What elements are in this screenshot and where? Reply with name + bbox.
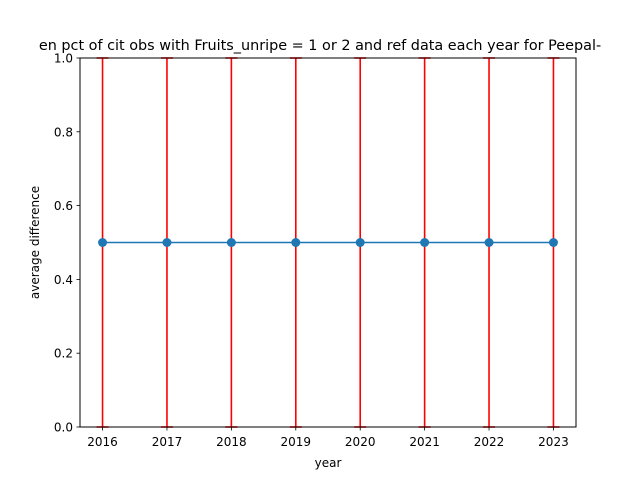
series bbox=[98, 238, 558, 247]
y-tick-label: 0.0 bbox=[54, 421, 73, 435]
y-tick-label: 0.4 bbox=[54, 273, 73, 287]
chart-title: en pct of cit obs with Fruits_unripe = 1… bbox=[39, 38, 601, 54]
x-tick-label: 2021 bbox=[409, 435, 440, 449]
data-point bbox=[162, 238, 172, 247]
data-point bbox=[420, 238, 430, 247]
y-axis: 0.0 0.2 0.4 0.6 0.8 1.0 bbox=[54, 52, 80, 435]
x-tick-label: 2017 bbox=[152, 435, 183, 449]
x-tick-label: 2023 bbox=[538, 435, 569, 449]
data-point bbox=[291, 238, 301, 247]
data-point bbox=[355, 238, 365, 247]
y-tick-label: 0.8 bbox=[54, 125, 73, 139]
y-tick-label: 1.0 bbox=[54, 52, 73, 66]
y-tick-label: 0.6 bbox=[54, 199, 73, 213]
data-point bbox=[548, 238, 558, 247]
axes-frame bbox=[79, 57, 577, 428]
data-point bbox=[98, 238, 108, 247]
x-axis: 2016 2017 2018 2019 2020 2021 2022 2023 bbox=[87, 427, 569, 449]
data-point bbox=[226, 238, 236, 247]
y-tick-label: 0.2 bbox=[54, 347, 73, 361]
data-point bbox=[484, 238, 494, 247]
x-tick-label: 2019 bbox=[281, 435, 312, 449]
y-axis-label: average difference bbox=[28, 186, 42, 299]
x-tick-label: 2020 bbox=[345, 435, 376, 449]
plot-area bbox=[79, 57, 577, 428]
x-tick-label: 2018 bbox=[216, 435, 247, 449]
x-tick-label: 2016 bbox=[87, 435, 118, 449]
x-axis-label: year bbox=[315, 456, 342, 470]
x-tick-label: 2022 bbox=[474, 435, 505, 449]
